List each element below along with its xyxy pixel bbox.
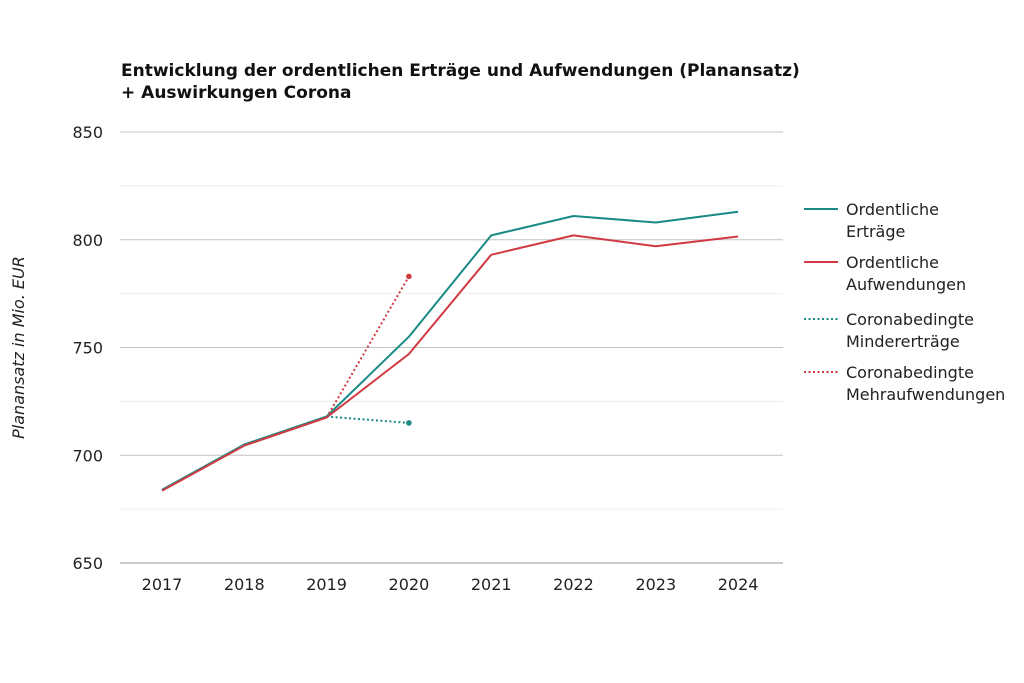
chart-title-line-2: + Auswirkungen Corona (121, 83, 352, 103)
legend-label-2-line-1: Mindererträge (846, 332, 960, 351)
legend-label-3-line-0: Coronabedingte (846, 363, 974, 382)
y-tick-label: 750 (72, 339, 103, 358)
x-tick-label: 2017 (142, 575, 183, 594)
x-tick-label: 2023 (635, 575, 676, 594)
x-tick-label: 2022 (553, 575, 594, 594)
legend-label-0-line-1: Erträge (846, 222, 905, 241)
x-tick-label: 2018 (224, 575, 265, 594)
legend-label-0-line-0: Ordentliche (846, 200, 939, 219)
x-tick-label: 2020 (389, 575, 430, 594)
legend-label-2-line-0: Coronabedingte (846, 310, 974, 329)
y-tick-label: 700 (72, 446, 103, 465)
y-tick-label: 850 (72, 123, 103, 142)
y-tick-label: 800 (72, 231, 103, 250)
legend-label-1-line-0: Ordentliche (846, 253, 939, 272)
chart-title-line-1: Entwicklung der ordentlichen Erträge und… (121, 61, 800, 81)
legend-label-3-line-1: Mehraufwendungen (846, 385, 1005, 404)
series-line-0 (161, 210, 739, 491)
series-line-2 (326, 415, 409, 424)
y-tick-label: 650 (72, 554, 103, 573)
series-end-point-2 (406, 420, 412, 426)
x-tick-label: 2021 (471, 575, 512, 594)
x-tick-label: 2024 (718, 575, 759, 594)
series-end-point-3 (406, 273, 412, 280)
series-line-1 (161, 234, 739, 492)
legend-label-1-line-1: Aufwendungen (846, 275, 966, 294)
series-line-3 (325, 275, 410, 419)
x-tick-label: 2019 (306, 575, 347, 594)
y-axis-label: Planansatz in Mio. EUR (9, 256, 28, 439)
chart-title: Entwicklung der ordentlichen Erträge und… (121, 60, 821, 104)
